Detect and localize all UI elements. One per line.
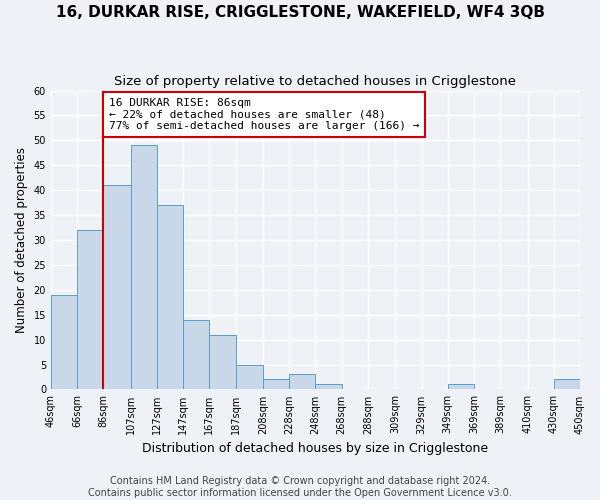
Bar bbox=[157, 205, 183, 390]
Bar bbox=[554, 380, 580, 390]
Bar bbox=[209, 334, 236, 390]
Bar bbox=[77, 230, 103, 390]
Bar bbox=[131, 146, 157, 390]
Bar bbox=[51, 295, 77, 390]
Y-axis label: Number of detached properties: Number of detached properties bbox=[15, 147, 28, 333]
Bar bbox=[103, 185, 131, 390]
Text: 16, DURKAR RISE, CRIGGLESTONE, WAKEFIELD, WF4 3QB: 16, DURKAR RISE, CRIGGLESTONE, WAKEFIELD… bbox=[56, 5, 545, 20]
X-axis label: Distribution of detached houses by size in Crigglestone: Distribution of detached houses by size … bbox=[142, 442, 488, 455]
Text: 16 DURKAR RISE: 86sqm
← 22% of detached houses are smaller (48)
77% of semi-deta: 16 DURKAR RISE: 86sqm ← 22% of detached … bbox=[109, 98, 419, 131]
Bar bbox=[448, 384, 474, 390]
Bar bbox=[263, 380, 289, 390]
Bar bbox=[316, 384, 341, 390]
Title: Size of property relative to detached houses in Crigglestone: Size of property relative to detached ho… bbox=[115, 75, 517, 88]
Bar bbox=[236, 364, 263, 390]
Bar bbox=[183, 320, 209, 390]
Bar bbox=[289, 374, 316, 390]
Text: Contains HM Land Registry data © Crown copyright and database right 2024.
Contai: Contains HM Land Registry data © Crown c… bbox=[88, 476, 512, 498]
